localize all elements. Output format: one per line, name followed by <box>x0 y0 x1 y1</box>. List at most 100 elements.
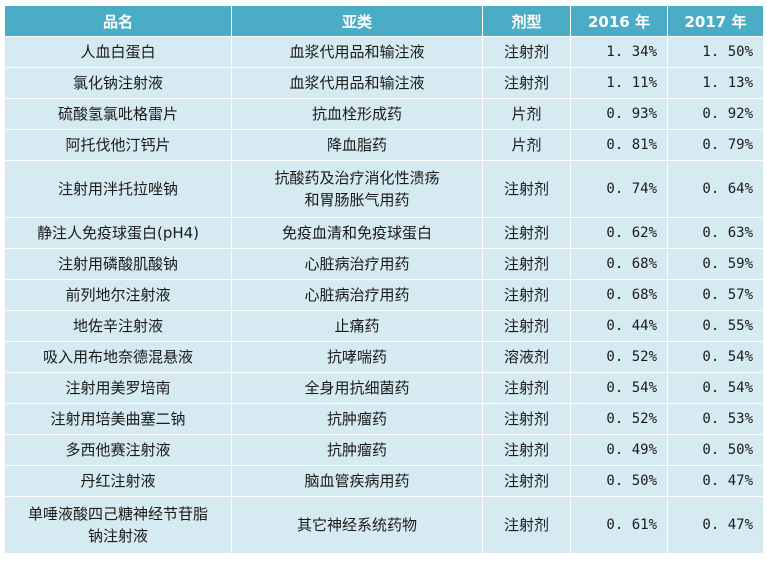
cell-name-line: 钠注射液 <box>87 527 148 545</box>
cell-2017: 0. 54% <box>667 372 764 404</box>
cell-form: 注射剂 <box>482 36 571 68</box>
table-row: 人血白蛋白 血浆代用品和输注液 注射剂 1. 34% 1. 50% <box>4 36 764 68</box>
table-row: 吸入用布地奈德混悬液 抗哮喘药 溶液剂 0. 52% 0. 54% <box>4 341 764 373</box>
cell-subclass: 免疫血清和免疫球蛋白 <box>231 217 483 249</box>
cell-subclass: 其它神经系统药物 <box>231 496 483 554</box>
cell-2016: 1. 34% <box>570 36 668 68</box>
table-row: 注射用美罗培南 全身用抗细菌药 注射剂 0. 54% 0. 54% <box>4 372 764 404</box>
cell-form: 注射剂 <box>482 403 571 435</box>
cell-subclass: 心脏病治疗用药 <box>231 248 483 280</box>
cell-2016: 0. 52% <box>570 341 668 373</box>
cell-2016: 0. 54% <box>570 372 668 404</box>
cell-subclass: 脑血管疾病用药 <box>231 465 483 497</box>
cell-name: 注射用培美曲塞二钠 <box>4 403 232 435</box>
cell-2016: 0. 44% <box>570 310 668 342</box>
header-2017: 2017 年 <box>667 5 764 37</box>
cell-subclass: 血浆代用品和输注液 <box>231 36 483 68</box>
cell-form: 注射剂 <box>482 67 571 99</box>
cell-2017: 0. 92% <box>667 98 764 130</box>
cell-2016: 0. 52% <box>570 403 668 435</box>
header-name: 品名 <box>4 5 232 37</box>
cell-subclass: 抗肿瘤药 <box>231 403 483 435</box>
cell-name: 静注人免疫球蛋白(pH4) <box>4 217 232 249</box>
cell-subclass: 抗血栓形成药 <box>231 98 483 130</box>
cell-2016: 0. 68% <box>570 279 668 311</box>
cell-2017: 0. 55% <box>667 310 764 342</box>
cell-2017: 1. 50% <box>667 36 764 68</box>
table-row: 地佐辛注射液 止痛药 注射剂 0. 44% 0. 55% <box>4 310 764 342</box>
table-row: 前列地尔注射液 心脏病治疗用药 注射剂 0. 68% 0. 57% <box>4 279 764 311</box>
drug-share-table-container: 品名 亚类 剂型 2016 年 2017 年 人血白蛋白 血浆代用品和输注液 注射剂… <box>4 5 764 554</box>
table-row: 多西他赛注射液 抗肿瘤药 注射剂 0. 49% 0. 50% <box>4 434 764 466</box>
cell-2017: 0. 64% <box>667 160 764 218</box>
table-header-row: 品名 亚类 剂型 2016 年 2017 年 <box>4 5 764 37</box>
cell-2017: 0. 47% <box>667 465 764 497</box>
cell-2016: 0. 68% <box>570 248 668 280</box>
cell-subclass: 抗肿瘤药 <box>231 434 483 466</box>
cell-form: 注射剂 <box>482 279 571 311</box>
cell-name: 地佐辛注射液 <box>4 310 232 342</box>
drug-share-table: 品名 亚类 剂型 2016 年 2017 年 人血白蛋白 血浆代用品和输注液 注射剂… <box>4 5 764 554</box>
cell-name: 丹红注射液 <box>4 465 232 497</box>
table-row: 静注人免疫球蛋白(pH4) 免疫血清和免疫球蛋白 注射剂 0. 62% 0. 63% <box>4 217 764 249</box>
cell-2017: 0. 47% <box>667 496 764 554</box>
table-row: 注射用磷酸肌酸钠 心脏病治疗用药 注射剂 0. 68% 0. 59% <box>4 248 764 280</box>
cell-subclass: 降血脂药 <box>231 129 483 161</box>
cell-subclass: 止痛药 <box>231 310 483 342</box>
cell-2016: 0. 61% <box>570 496 668 554</box>
table-row: 注射用泮托拉唑钠 抗酸药及治疗消化性溃疡 和胃肠胀气用药 注射剂 0. 74% 0. 64… <box>4 160 764 218</box>
cell-2017: 0. 63% <box>667 217 764 249</box>
cell-2016: 0. 93% <box>570 98 668 130</box>
cell-form: 片剂 <box>482 98 571 130</box>
cell-name: 前列地尔注射液 <box>4 279 232 311</box>
cell-2017: 0. 59% <box>667 248 764 280</box>
cell-name: 硫酸氢氯吡格雷片 <box>4 98 232 130</box>
cell-name: 注射用美罗培南 <box>4 372 232 404</box>
cell-name: 单唾液酸四己糖神经节苷脂 钠注射液 <box>4 496 232 554</box>
cell-2016: 0. 62% <box>570 217 668 249</box>
cell-form: 注射剂 <box>482 434 571 466</box>
cell-form: 注射剂 <box>482 160 571 218</box>
cell-form: 注射剂 <box>482 217 571 249</box>
cell-subclass-line: 和胃肠胀气用药 <box>304 191 410 209</box>
cell-2016: 0. 49% <box>570 434 668 466</box>
header-subclass: 亚类 <box>231 5 483 37</box>
cell-form: 注射剂 <box>482 372 571 404</box>
cell-2017: 0. 57% <box>667 279 764 311</box>
table-row: 阿托伐他汀钙片 降血脂药 片剂 0. 81% 0. 79% <box>4 129 764 161</box>
table-row: 氯化钠注射液 血浆代用品和输注液 注射剂 1. 11% 1. 13% <box>4 67 764 99</box>
cell-2016: 1. 11% <box>570 67 668 99</box>
cell-name: 多西他赛注射液 <box>4 434 232 466</box>
cell-2016: 0. 81% <box>570 129 668 161</box>
cell-2016: 0. 74% <box>570 160 668 218</box>
cell-form: 注射剂 <box>482 310 571 342</box>
cell-name: 氯化钠注射液 <box>4 67 232 99</box>
cell-2017: 0. 50% <box>667 434 764 466</box>
cell-2017: 0. 54% <box>667 341 764 373</box>
cell-subclass-line: 抗酸药及治疗消化性溃疡 <box>274 169 440 187</box>
cell-name-line: 单唾液酸四己糖神经节苷脂 <box>27 505 208 523</box>
cell-subclass: 抗酸药及治疗消化性溃疡 和胃肠胀气用药 <box>231 160 483 218</box>
table-row: 注射用培美曲塞二钠 抗肿瘤药 注射剂 0. 52% 0. 53% <box>4 403 764 435</box>
header-2016: 2016 年 <box>570 5 668 37</box>
cell-name: 吸入用布地奈德混悬液 <box>4 341 232 373</box>
cell-name: 注射用磷酸肌酸钠 <box>4 248 232 280</box>
table-body: 人血白蛋白 血浆代用品和输注液 注射剂 1. 34% 1. 50% 氯化钠注射液 血浆代用品… <box>4 36 764 554</box>
cell-2016: 0. 50% <box>570 465 668 497</box>
cell-form: 注射剂 <box>482 465 571 497</box>
cell-2017: 0. 53% <box>667 403 764 435</box>
header-form: 剂型 <box>482 5 571 37</box>
cell-subclass: 心脏病治疗用药 <box>231 279 483 311</box>
cell-form: 溶液剂 <box>482 341 571 373</box>
cell-2017: 1. 13% <box>667 67 764 99</box>
cell-name: 注射用泮托拉唑钠 <box>4 160 232 218</box>
cell-subclass: 全身用抗细菌药 <box>231 372 483 404</box>
table-row: 丹红注射液 脑血管疾病用药 注射剂 0. 50% 0. 47% <box>4 465 764 497</box>
cell-name: 阿托伐他汀钙片 <box>4 129 232 161</box>
cell-subclass: 抗哮喘药 <box>231 341 483 373</box>
table-row: 单唾液酸四己糖神经节苷脂 钠注射液 其它神经系统药物 注射剂 0. 61% 0. 47% <box>4 496 764 554</box>
table-row: 硫酸氢氯吡格雷片 抗血栓形成药 片剂 0. 93% 0. 92% <box>4 98 764 130</box>
cell-name: 人血白蛋白 <box>4 36 232 68</box>
cell-form: 注射剂 <box>482 496 571 554</box>
cell-subclass: 血浆代用品和输注液 <box>231 67 483 99</box>
